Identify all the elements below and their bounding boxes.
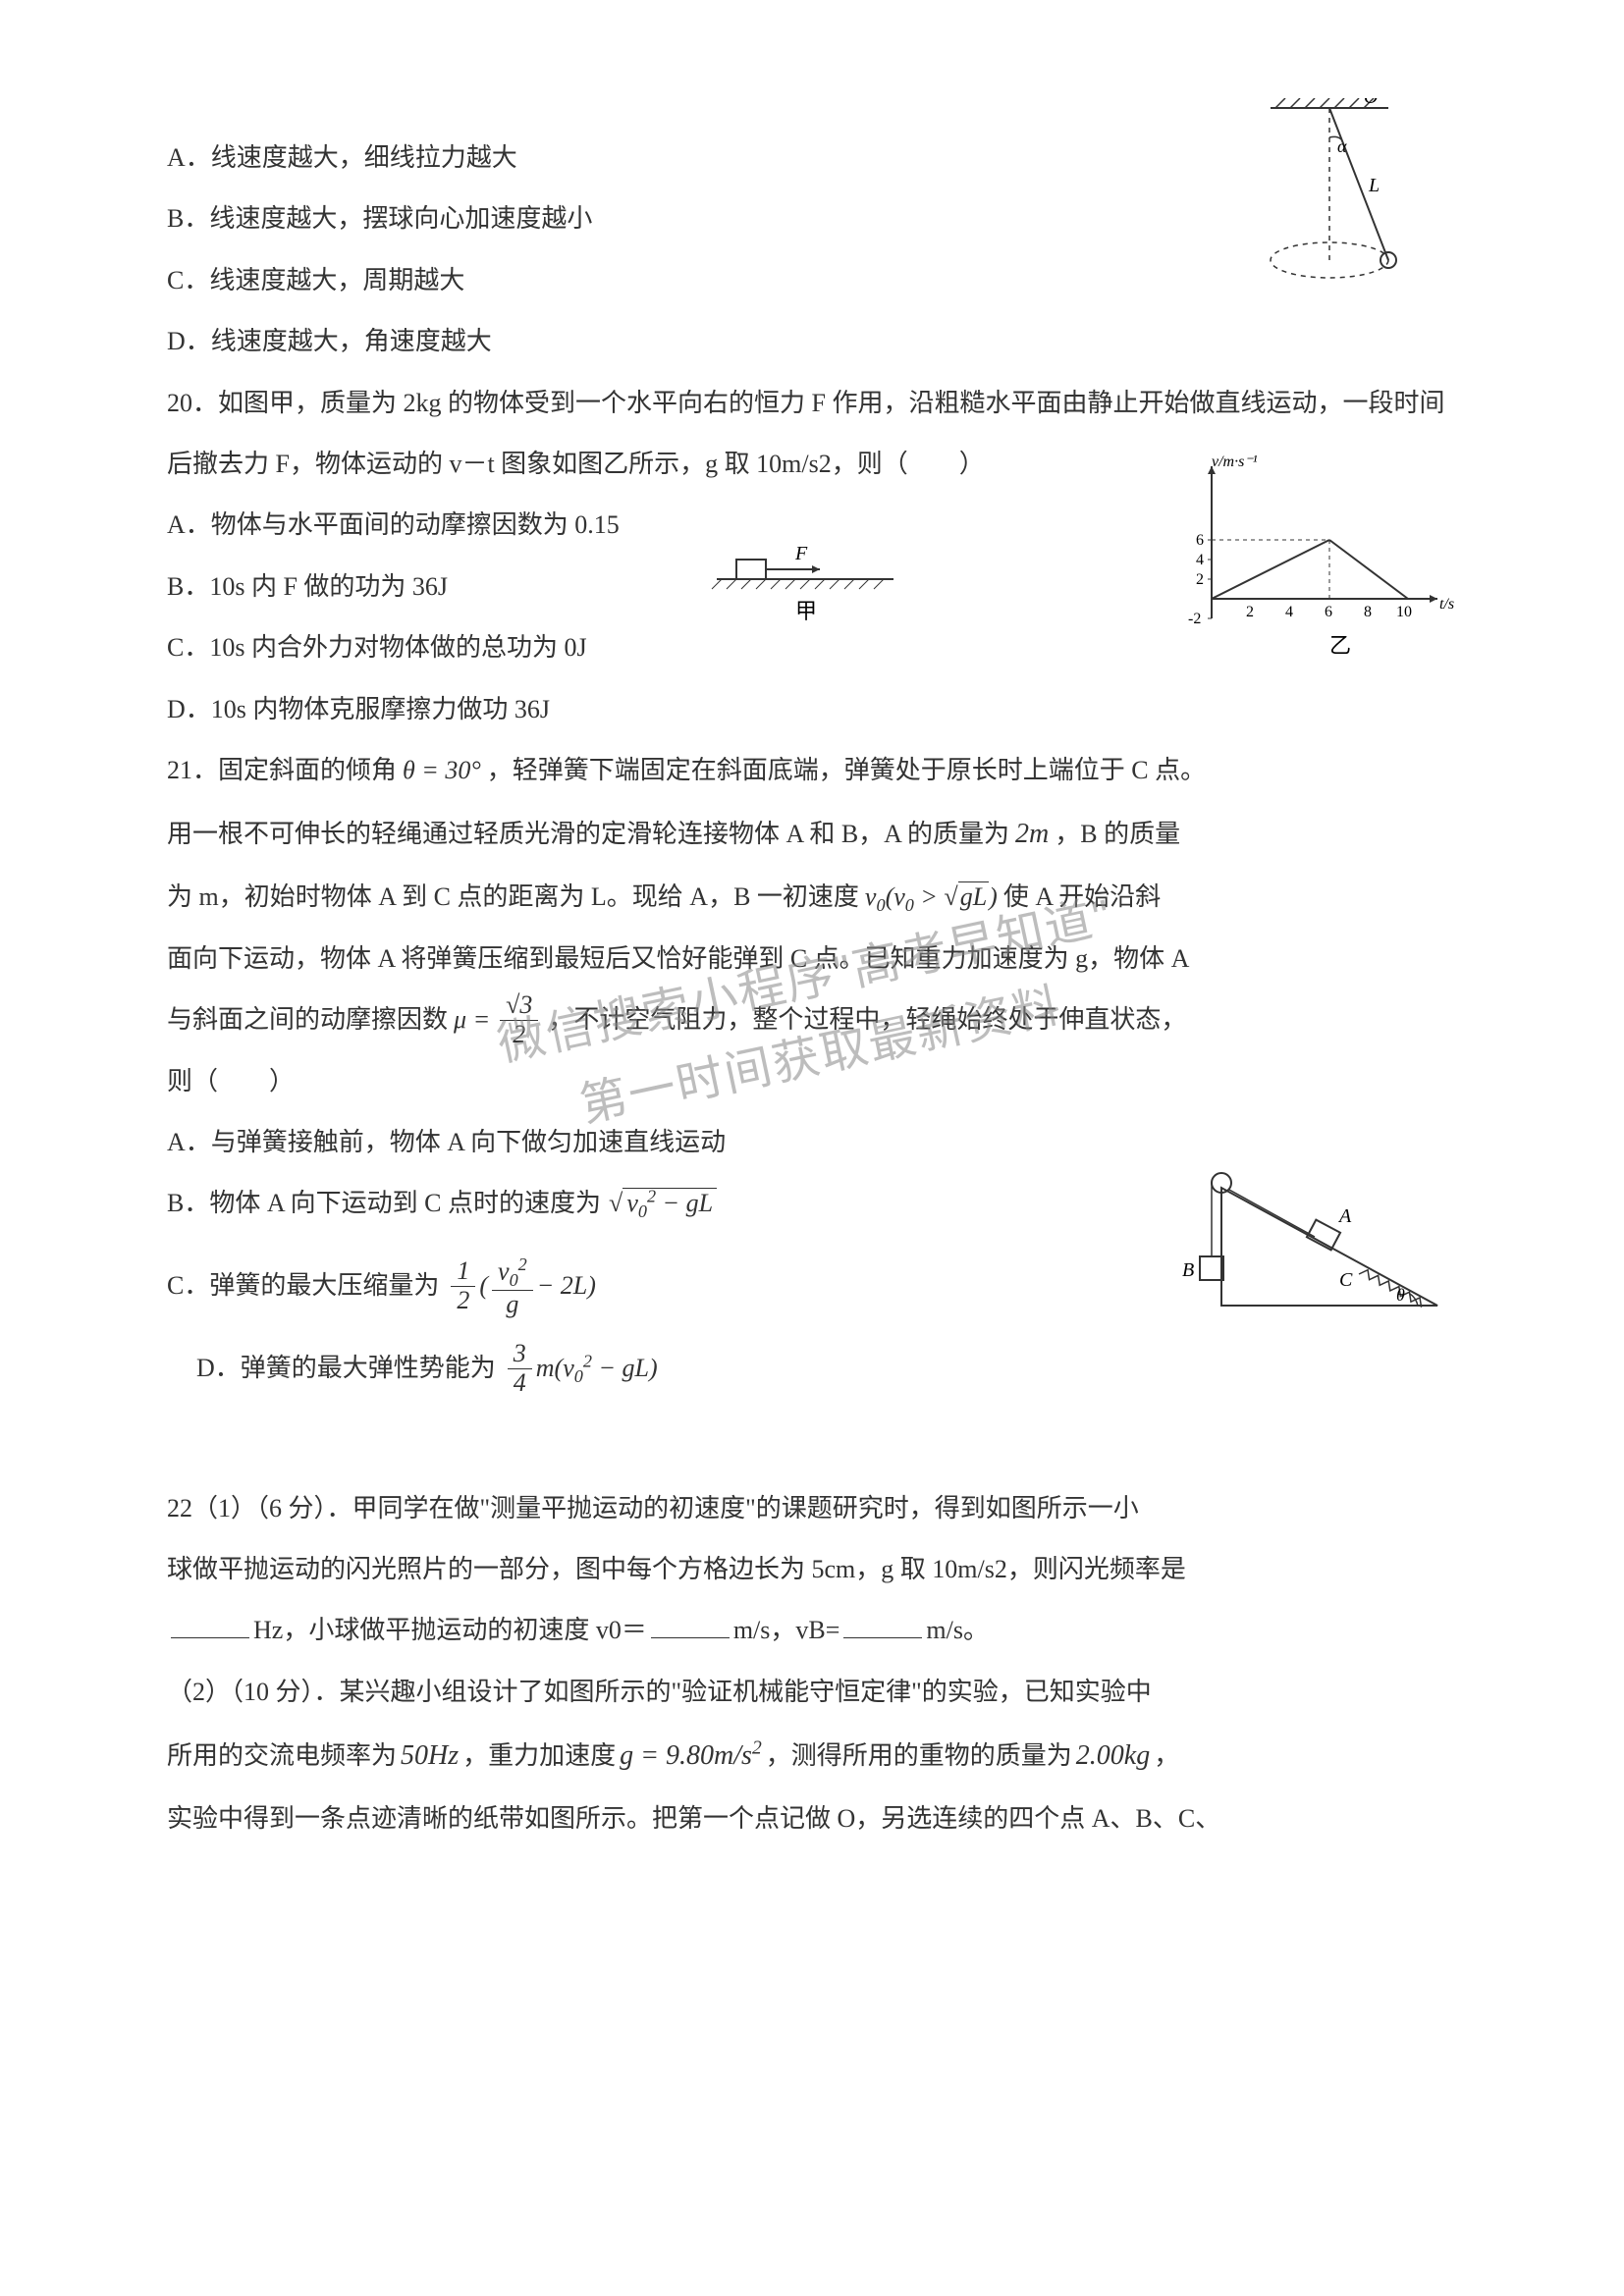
q22-line6: 实验中得到一条点迹清晰的纸带如图所示。把第一个点记做 O，另选连续的四个点 A、…: [167, 1789, 1457, 1849]
q22-line2: 球做平抛运动的闪光照片的一部分，图中每个方格边长为 5cm，g 取 10m/s2…: [167, 1539, 1457, 1600]
q21-line5-post: ，不计空气阻力，整个过程中，轻绳始终处于伸直状态，: [548, 989, 1186, 1050]
q21-line2-pre: 用一根不可伸长的轻绳通过轻质光滑的定滑轮连接物体 A 和 B，A 的质量为: [167, 804, 1009, 865]
pendulum-L-label: L: [1368, 175, 1380, 196]
fig-yi-label: 乙: [1329, 633, 1351, 658]
pendulum-diagram: O α L: [1231, 98, 1428, 304]
q21-line5: 与斜面之间的动摩擦因数 μ = √3 2 ，不计空气阻力，整个过程中，轻绳始终处…: [167, 989, 1457, 1050]
svg-text:2: 2: [1246, 604, 1254, 620]
option-21B-expr: √v02 − gL: [609, 1173, 717, 1234]
option-20D: D．10s 内物体克服摩擦力做功 36J: [167, 679, 1457, 740]
exam-page: O α L A．线速度越大，细线拉力越大 B．线速度越大，摆球向心加速度越小 C…: [0, 0, 1624, 1949]
option-21D-expr: 3 4 m(v02 − gL): [504, 1338, 658, 1399]
q21-line3: 为 m，初始时物体 A 到 C 点的距离为 L。现给 A，B 一初速度 v0(v…: [167, 867, 1457, 928]
q21-mass-2m: 2m: [1015, 801, 1049, 867]
q22-line1: 22（1）（6 分）．甲同学在做"测量平抛运动的初速度"的课题研究时，得到如图所…: [167, 1478, 1457, 1539]
svg-text:6: 6: [1325, 604, 1332, 620]
q22-line3: Hz，小球做平抛运动的初速度 v0＝ m/s，vB= m/s。: [167, 1600, 1457, 1661]
svg-text:4: 4: [1285, 604, 1293, 620]
q22-line5-mid2: ，测得所用的重物的质量为: [766, 1726, 1072, 1787]
q21-line4: 面向下运动，物体 A 将弹簧压缩到最短后又恰好能弹到 C 点。已知重力加速度为 …: [167, 929, 1457, 989]
force-label: F: [794, 543, 808, 564]
q22-g-expr: g = 9.80m/s2: [620, 1723, 762, 1789]
incline-A-label: A: [1337, 1205, 1352, 1227]
incline-diagram: A B C θ: [1143, 1148, 1457, 1335]
q21-line1-pre: 21．固定斜面的倾角: [167, 740, 397, 801]
svg-text:4: 4: [1196, 552, 1204, 568]
q21-line6: 则（ ）: [167, 1051, 1457, 1112]
svg-text:t/s: t/s: [1439, 596, 1454, 613]
incline-theta-label: θ: [1396, 1285, 1405, 1305]
option-21D-pre: D．弹簧的最大弹性势能为: [196, 1338, 496, 1399]
q22-line4: （2）（10 分）．某兴趣小组设计了如图所示的"验证机械能守恒定律"的实验，已知…: [167, 1662, 1457, 1723]
svg-text:6: 6: [1196, 532, 1204, 549]
pendulum-O-label: O: [1364, 98, 1378, 108]
q21-mu-expr: μ = √3 2: [454, 989, 542, 1050]
q22-line5-end: ，: [1154, 1726, 1179, 1787]
q21-line2: 用一根不可伸长的轻绳通过轻质光滑的定滑轮连接物体 A 和 B，A 的质量为 2m…: [167, 801, 1457, 867]
incline-C-label: C: [1339, 1269, 1353, 1291]
q21-line5-pre: 与斜面之间的动摩擦因数: [167, 989, 448, 1050]
block-diagram: F 甲: [707, 530, 903, 609]
incline-B-label: B: [1182, 1259, 1194, 1281]
blank-hz: [171, 1637, 249, 1638]
q21-line1-post: ，轻弹簧下端固定在斜面底端，弹簧处于原长时上端位于 C 点。: [487, 740, 1206, 801]
q21-v0-expr: v0(v0 > √gL): [865, 867, 998, 928]
q22-units3: m/s。: [926, 1600, 989, 1661]
option-21C-expr: 1 2 ( v02 g − 2L ): [447, 1255, 596, 1318]
q22-line5: 所用的交流电频率为 50Hz ，重力加速度 g = 9.80m/s2 ，测得所用…: [167, 1723, 1457, 1789]
option-21C-pre: C．弹簧的最大压缩量为: [167, 1255, 439, 1316]
svg-text:v/m·s⁻¹: v/m·s⁻¹: [1212, 454, 1258, 470]
q22-line5-mid: ，重力加速度: [462, 1726, 616, 1787]
vt-graph: -2 2 4 6 2 4 6 8 10 v/m·s⁻¹ t/s 乙: [1172, 452, 1467, 648]
q21-line2-post: ，B 的质量: [1055, 804, 1180, 865]
q21-line1: 21．固定斜面的倾角 θ = 30° ，轻弹簧下端固定在斜面底端，弹簧处于原长时…: [167, 740, 1457, 801]
svg-text:2: 2: [1196, 571, 1204, 588]
svg-text:10: 10: [1396, 604, 1412, 620]
svg-text:8: 8: [1364, 604, 1372, 620]
q22-line5-pre: 所用的交流电频率为: [167, 1726, 397, 1787]
option-19D: D．线速度越大，角速度越大: [167, 311, 1457, 372]
svg-text:-2: -2: [1188, 611, 1201, 627]
q21-line3-pre: 为 m，初始时物体 A 到 C 点的距离为 L。现给 A，B 一初速度: [167, 867, 859, 928]
blank-vB: [843, 1637, 922, 1638]
q21-line3-post: 使 A 开始沿斜: [1003, 867, 1161, 928]
pendulum-alpha-label: α: [1337, 136, 1347, 156]
q22-units1: Hz，小球做平抛运动的初速度 v0＝: [253, 1600, 647, 1661]
q21-theta: θ = 30°: [403, 740, 481, 801]
q22-units2: m/s，vB=: [733, 1600, 840, 1661]
option-21B-pre: B．物体 A 向下运动到 C 点时的速度为: [167, 1173, 601, 1234]
blank-v0: [651, 1637, 730, 1638]
q22-freq: 50Hz: [401, 1723, 459, 1789]
fig-jia-label: 甲: [795, 599, 817, 623]
option-21D: D．弹簧的最大弹性势能为 3 4 m(v02 − gL): [167, 1338, 1457, 1399]
q22-mass-expr: 2.00kg: [1076, 1723, 1150, 1789]
